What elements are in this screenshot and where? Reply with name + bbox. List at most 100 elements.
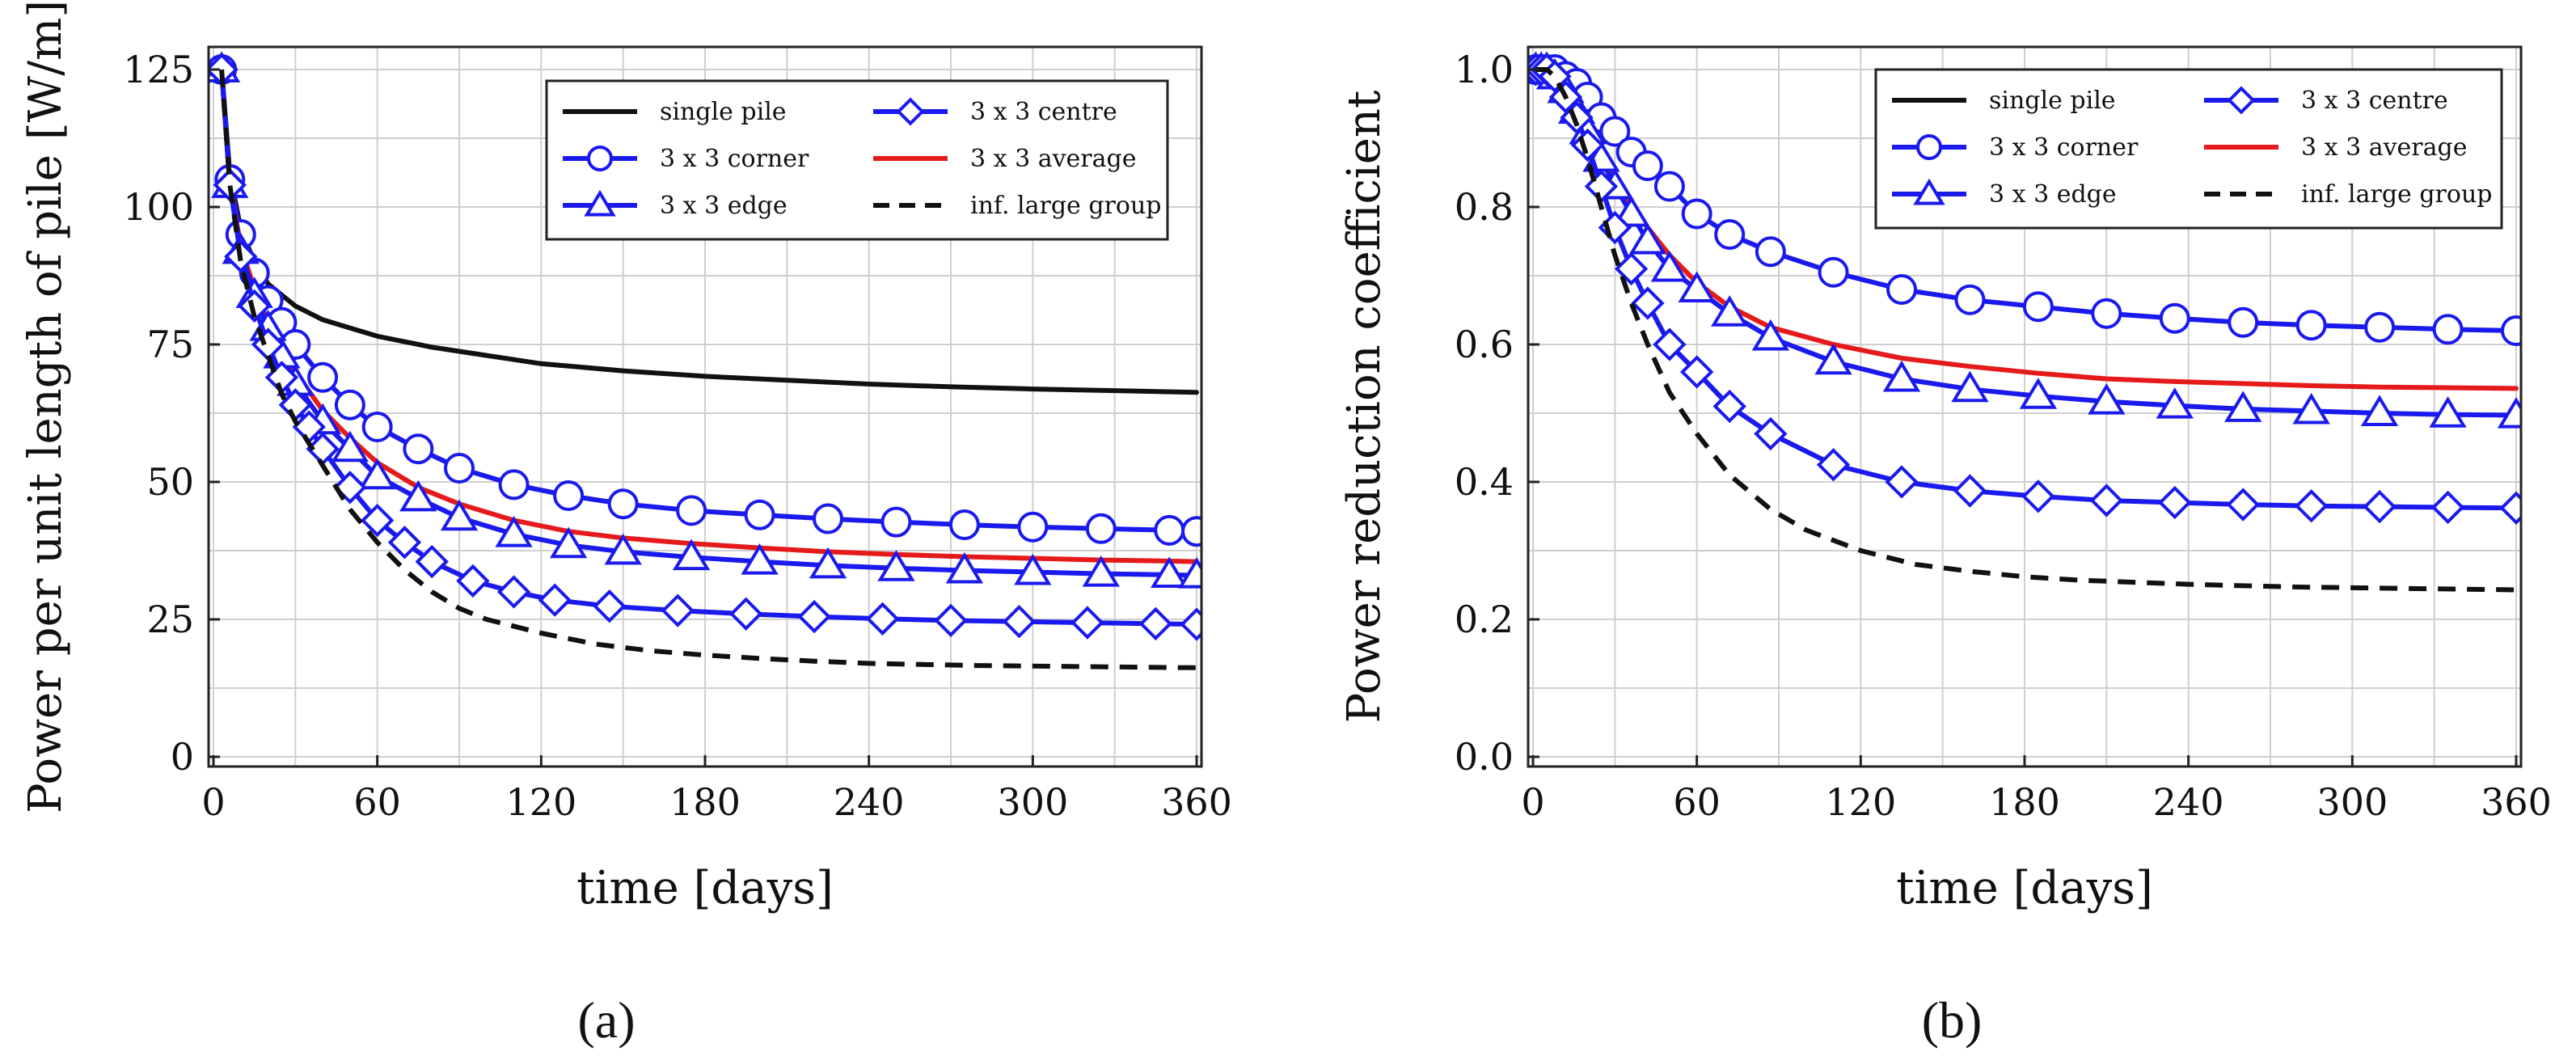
- y-tick-label: 100: [123, 185, 194, 229]
- legend-label: 3 x 3 average: [970, 145, 1136, 173]
- legend-entry-3-x-3-average: 3 x 3 average: [873, 145, 1136, 173]
- data-point: [1631, 286, 1665, 320]
- series-line: [219, 69, 1197, 670]
- data-point: [1653, 171, 1685, 202]
- x-tick-label: 300: [2316, 780, 2388, 824]
- legend-box-a: [545, 79, 1169, 241]
- x-tick-label: 360: [1161, 780, 1232, 824]
- legend-marker: [1913, 178, 1945, 205]
- data-point: [334, 389, 365, 420]
- data-point: [1612, 195, 1650, 227]
- data-point: [496, 575, 531, 609]
- data-point: [1754, 416, 1788, 451]
- data-point: [2159, 302, 2190, 334]
- data-point: [1953, 474, 1987, 508]
- legend-label: single pile: [660, 98, 787, 126]
- data-point: [1650, 250, 1689, 282]
- data-point: [387, 526, 422, 560]
- series-inf-large-group: [219, 69, 1197, 670]
- data-point: [2228, 306, 2259, 338]
- legend-label: 3 x 3 centre: [970, 98, 1117, 126]
- data-point: [593, 589, 627, 623]
- data-point: [741, 543, 779, 575]
- data-point: [1071, 606, 1104, 640]
- data-point: [1886, 274, 1917, 305]
- data-point: [1632, 150, 1663, 181]
- data-point: [1002, 605, 1037, 639]
- data-point: [1082, 555, 1120, 587]
- x-tick-label: 60: [353, 780, 401, 824]
- data-point: [2294, 489, 2329, 523]
- x-tick-label: 240: [834, 780, 905, 824]
- data-point: [358, 458, 396, 490]
- data-point: [1560, 100, 1594, 135]
- x-tick-labels-b: 0 60 120 180 240 300 360: [1521, 755, 2552, 824]
- legend-entry-3-x-3-edge: 3 x 3 edge: [1892, 178, 2117, 209]
- data-point: [1755, 236, 1786, 268]
- data-point: [1711, 295, 1749, 327]
- data-point: [1180, 607, 1201, 641]
- data-point: [237, 289, 272, 323]
- data-point: [1014, 553, 1052, 585]
- data-point: [2091, 298, 2122, 329]
- y-tick-labels-b: 0.0 0.2 0.4 0.6 0.8 1.0: [1455, 48, 1539, 779]
- data-point: [307, 361, 339, 393]
- data-point: [1017, 511, 1049, 543]
- legend-a: single pile 3 x 3 centre 3 x 3 corner 3 x 3…: [545, 79, 1169, 241]
- legend-box-b: [1874, 68, 2503, 230]
- y-tick-label: 75: [146, 323, 194, 366]
- y-tick-label: 0.4: [1455, 460, 1514, 504]
- legend-label: single pile: [1989, 87, 2116, 115]
- data-point: [1885, 465, 1919, 499]
- x-tick-label: 0: [1521, 780, 1544, 824]
- data-point: [2156, 387, 2194, 419]
- data-point: [495, 516, 533, 547]
- data-point: [865, 602, 900, 636]
- data-point: [1882, 360, 1921, 392]
- y-tick-label: 0.6: [1455, 323, 1514, 366]
- legend-entry-single-pile: single pile: [563, 98, 787, 126]
- data-point: [880, 506, 912, 538]
- data-point: [2226, 488, 2260, 522]
- data-point: [945, 551, 984, 584]
- data-point: [1151, 556, 1189, 588]
- data-point: [2292, 392, 2330, 425]
- data-point: [877, 550, 915, 581]
- data-point: [948, 509, 980, 541]
- data-point: [2364, 311, 2396, 343]
- data-point: [1181, 516, 1201, 547]
- data-point: [538, 583, 572, 617]
- data-point: [728, 597, 763, 631]
- data-point: [553, 480, 585, 511]
- data-point: [2224, 391, 2262, 422]
- legend-marker: [587, 146, 613, 171]
- data-point: [2089, 484, 2124, 517]
- x-axis-label-a: time [days]: [576, 862, 834, 914]
- data-point: [1714, 219, 1746, 250]
- data-point: [2021, 479, 2055, 513]
- series-line: [1535, 67, 2517, 593]
- data-point: [331, 430, 370, 463]
- y-tick-label: 0: [171, 735, 194, 779]
- data-point: [1138, 606, 1173, 641]
- chart-a: 0 60 120 180 240 300 360 0 25 50 75 100 125 time [d…: [19, 0, 1232, 1049]
- x-tick-label: 120: [505, 780, 576, 824]
- series-layer-b: [1528, 51, 2521, 593]
- data-point: [1816, 448, 1851, 482]
- data-point: [2499, 491, 2521, 525]
- data-point: [1712, 389, 1746, 424]
- x-tick-label: 180: [669, 780, 741, 824]
- data-point: [1951, 370, 1989, 403]
- chart-b: 0 60 120 180 240 300 360 0.0 0.2 0.4 0.6 0.8 1.0 ti…: [1338, 45, 2552, 1049]
- legend-label: 3 x 3 centre: [2301, 87, 2448, 115]
- data-point: [2429, 396, 2467, 428]
- data-point: [361, 412, 393, 442]
- data-point: [2430, 490, 2465, 525]
- data-point: [415, 544, 449, 579]
- data-point: [2363, 489, 2397, 524]
- legend-marker: [584, 189, 616, 217]
- y-tick-label: 0.0: [1455, 735, 1514, 779]
- data-point: [661, 593, 695, 627]
- panel-label-b: (b): [1922, 991, 1983, 1049]
